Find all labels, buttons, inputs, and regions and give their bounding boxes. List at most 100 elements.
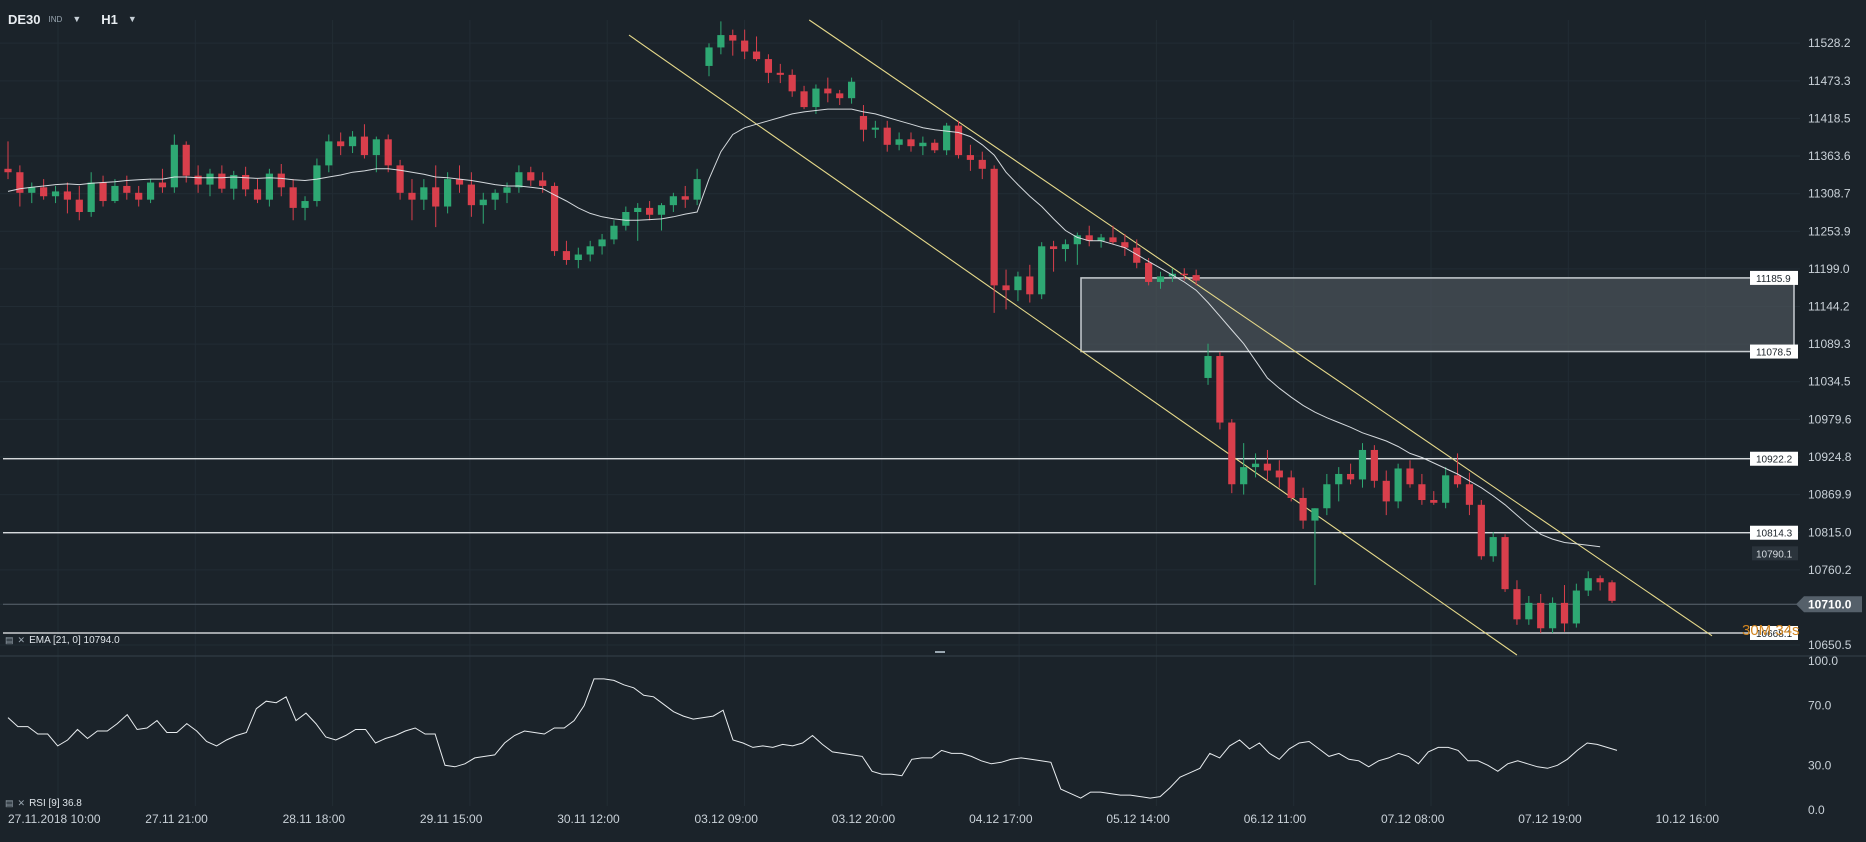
candle [444,172,452,214]
price-axis-tick: 11199.0 [1808,262,1850,276]
level-tag-bg [1750,451,1798,466]
rsi-axis-tick: 70.0 [1808,699,1832,713]
rsi-indicator-text: RSI [9] 36.8 [29,798,82,809]
candle-body [265,173,273,200]
price-axis-tick: 11308.7 [1808,187,1851,201]
candle-body [1204,356,1212,378]
candle [253,179,262,204]
time-axis-tick: 05.12 14:00 [1106,812,1170,826]
candle-body [444,179,452,207]
time-axis-tick: 28.11 18:00 [283,812,346,826]
candle-body [1608,582,1616,601]
candle-body [218,173,226,189]
candle-body [503,187,511,193]
symbol-dropdown-icon[interactable]: ▼ [72,14,82,24]
rsi-indicator-label[interactable]: ▤ ✕ RSI [9] 36.8 [5,798,82,809]
candle-body [1323,484,1331,509]
candle-body [550,185,559,252]
candle-body [1180,273,1188,276]
indicator-settings-icon[interactable]: ▤ [5,635,14,645]
candle [99,175,107,207]
candle [28,182,36,204]
timeframe-dropdown-icon[interactable]: ▼ [127,14,137,24]
rsi-axis-tick: 30.0 [1808,758,1832,772]
time-axis-tick: 29.11 15:00 [420,812,483,826]
level-tag: 10814.3 [1750,525,1798,540]
candle [408,179,416,221]
candle-body [812,88,820,108]
candle [622,206,630,231]
candle [218,165,226,193]
candle [800,85,808,110]
candle [1299,487,1307,529]
lower-channel-line [628,34,1518,656]
symbol-label[interactable]: DE30 [8,11,41,27]
candle-body [527,172,535,181]
candle [1192,269,1200,286]
candle [182,141,190,183]
grid-lines [0,20,1800,806]
level-tag-text: 10922.2 [1756,455,1793,466]
time-axis-tick: 10.12 16:00 [1656,812,1720,826]
candle [135,185,143,207]
candle-body [681,196,689,200]
candle-body [598,239,606,247]
price-axis-tick: 10869.9 [1808,488,1852,502]
candle-body [277,173,285,188]
candle [1049,240,1058,272]
candle-body [943,125,951,151]
price-axis-tick: 10760.2 [1808,563,1852,577]
candle [479,192,487,224]
candle [1156,271,1165,289]
candle-body [420,187,428,200]
timeframe-label[interactable]: H1 [101,11,118,27]
ema-indicator-label[interactable]: ▤ ✕ EMA [21, 0] 10794.0 [5,635,120,646]
candle-body [1192,275,1200,281]
indicator-close-icon[interactable]: ✕ [17,798,26,808]
candle [562,240,571,265]
level-tag-text: 11185.9 [1756,274,1791,285]
candle [1465,472,1474,516]
candle-body [1061,244,1070,250]
candle-body [1109,237,1117,243]
indicator-settings-icon[interactable]: ▤ [5,798,14,808]
candle-body [1418,484,1426,501]
candle-body [634,207,642,213]
candle [396,159,404,200]
candle-body [1596,578,1604,583]
level-tag: 11185.9 [1750,270,1798,285]
candle [1347,463,1355,485]
candle-body [800,91,808,108]
candle [1406,460,1414,488]
level-tag-bg [1750,625,1798,640]
candle-body [966,155,974,160]
candle [1442,467,1450,509]
candle-body [539,180,547,186]
candle [1109,225,1117,245]
time-axis-tick: 07.12 08:00 [1381,812,1445,826]
candle [1394,463,1402,509]
candle [1548,597,1557,634]
candle [1263,449,1272,481]
candle [420,179,428,210]
candle [1073,232,1081,265]
candle [1002,269,1010,310]
level-tag-bg [1752,546,1798,561]
candle-body [741,40,749,52]
candle-body [1548,602,1557,629]
candle [1477,500,1485,560]
candle [242,166,250,197]
candle-body [146,182,155,200]
candle-body [372,139,380,156]
candle-body [1489,537,1497,557]
candle [966,144,974,171]
candle [812,84,820,114]
candle-body [657,205,666,215]
candle-body [1477,504,1485,557]
candle [752,36,761,62]
candle [491,189,499,210]
indicator-close-icon[interactable]: ✕ [17,635,26,645]
candle [1584,571,1592,597]
